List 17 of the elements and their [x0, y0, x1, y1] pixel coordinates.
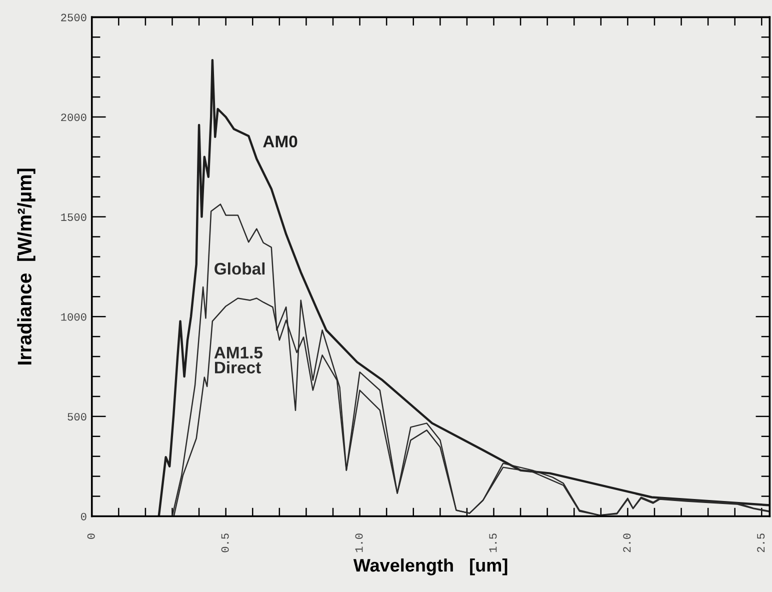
y-tick-label: 1500	[61, 213, 86, 221]
y-tick-label: 500	[68, 413, 86, 421]
y-tick-label: 2000	[61, 114, 86, 122]
series-label: AM0	[263, 136, 298, 148]
series-label: AM1.5 Direct	[214, 346, 262, 374]
x-tick-label: 0	[87, 534, 95, 539]
y-tick-label: 2500	[61, 14, 86, 22]
x-tick-label: 1.0	[355, 534, 363, 552]
x-tick-label: 0.5	[221, 534, 229, 552]
y-tick-label: 1000	[61, 313, 86, 321]
series-label: Global	[214, 262, 265, 275]
y-axis-title: Irradiance [W/m²/µm]	[17, 168, 36, 364]
x-tick-label: 1.5	[489, 534, 497, 552]
x-tick-label: 2.5	[757, 534, 765, 552]
y-tick-label: 0	[81, 512, 86, 520]
x-tick-label: 2.0	[623, 534, 631, 552]
x-axis-title: Wavelength [um]	[353, 558, 508, 576]
